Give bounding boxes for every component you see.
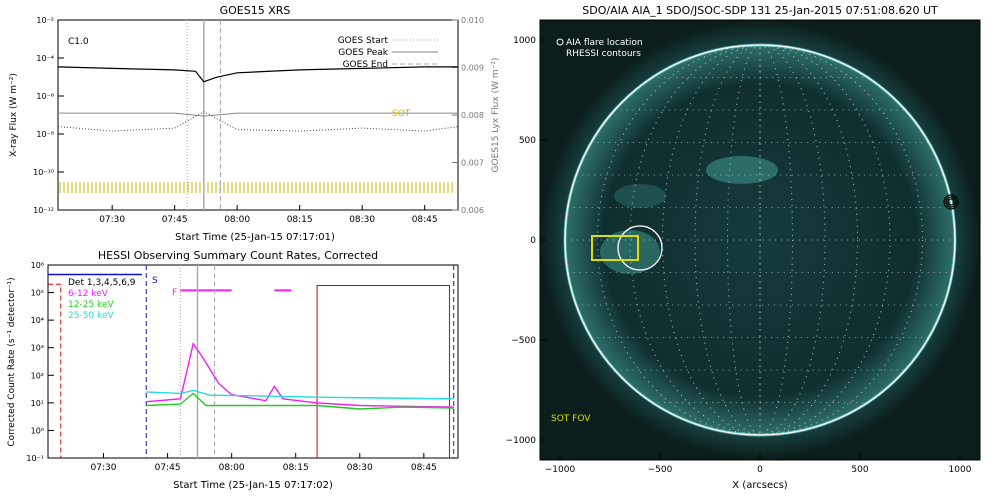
goes-title: GOES15 XRS xyxy=(220,4,291,17)
aia-sot-fov-label: SOT FOV xyxy=(551,414,591,424)
aia-grid-meridian xyxy=(694,44,826,436)
aia-y-tick-label: 0 xyxy=(530,236,536,246)
goes-y-tick-label: 10⁻⁸ xyxy=(36,130,54,139)
aia-x-tick-label: 0 xyxy=(757,465,763,475)
goes-y2-tick-label: 0.006 xyxy=(461,206,484,215)
aia-y-tick-label: 500 xyxy=(519,136,536,146)
aia-grid-meridian xyxy=(661,44,859,436)
hessi-x-tick-label: 08:15 xyxy=(283,463,309,473)
aia-grid-meridian xyxy=(596,44,924,436)
goes-legend-label: GOES End xyxy=(343,60,388,70)
goes-x-axis-label: Start Time (25-Jan-15 07:17:01) xyxy=(175,232,335,243)
hessi-title: HESSI Observing Summary Count Rates, Cor… xyxy=(98,249,378,262)
hessi-attenuator-early xyxy=(48,283,62,458)
aia-grid-meridian xyxy=(596,44,924,436)
hessi-f-flag: F xyxy=(172,288,177,298)
goes-x-tick-label: 08:15 xyxy=(287,215,313,225)
goes-x-tick-label: 07:45 xyxy=(162,215,188,225)
hessi-legend-label: Det 1,3,4,5,6,9 xyxy=(68,278,136,288)
aia-y-tick-label: −500 xyxy=(511,336,536,346)
hessi-y-tick-label: 10² xyxy=(31,371,44,380)
aia-x-tick-label: 500 xyxy=(851,465,868,475)
aia-x-axis-label: X (arcsecs) xyxy=(732,480,788,491)
hessi-y-tick-label: 10⁵ xyxy=(31,289,44,298)
aia-rhessi-contour xyxy=(943,194,959,210)
goes-x-tick-label: 08:30 xyxy=(349,215,375,225)
hessi-plot-frame xyxy=(47,264,459,459)
goes-series-1-line xyxy=(58,112,458,117)
hessi-x-tick-label: 07:30 xyxy=(91,463,117,473)
goes-y-axis-label: X-ray Flux (W m⁻²) xyxy=(9,73,19,157)
aia-limb-outline xyxy=(564,44,956,436)
goes-sot-label: SOT xyxy=(392,109,411,119)
hessi-y-tick-label: 10⁴ xyxy=(31,316,44,325)
aia-rhessi-contour xyxy=(945,196,957,208)
aia-corona xyxy=(541,21,979,459)
hessi-y-tick-label: 10¹ xyxy=(31,399,44,408)
aia-grid-meridian xyxy=(661,44,859,436)
aia-limb-glow xyxy=(563,43,957,437)
goes-legend-label: GOES Peak xyxy=(338,48,388,58)
hessi-y-tick-label: 10³ xyxy=(31,344,44,353)
aia-y-tick-label: 1000 xyxy=(513,36,536,46)
hessi-legend-label: 6-12 keV xyxy=(68,289,109,299)
goes-y-tick-label: 10⁻⁶ xyxy=(36,92,54,101)
aia-grid-meridian xyxy=(629,44,891,436)
hessi-legend-label: 12-25 keV xyxy=(68,300,114,310)
hessi-x-axis-label: Start Time (25-Jan-15 07:17:02) xyxy=(173,480,333,491)
hessi-s-flag: S xyxy=(152,276,158,286)
aia-x-tick-label: −500 xyxy=(648,465,673,475)
aia-grid-meridian xyxy=(629,44,891,436)
aia-solar-disk xyxy=(565,45,955,435)
goes-y2-tick-label: 0.009 xyxy=(461,64,484,73)
aia-grid-meridian xyxy=(726,44,794,436)
hessi-y-tick-label: 10⁻¹ xyxy=(26,454,44,463)
aia-heliographic-grid xyxy=(565,44,955,436)
goes-series-0-line xyxy=(57,66,458,83)
aia-rhessi-contour xyxy=(947,198,955,206)
goes-y-tick-label: 10⁻⁴ xyxy=(36,54,54,63)
hessi-y-tick-label: 10⁶ xyxy=(31,261,44,270)
hessi-x-tick-label: 07:45 xyxy=(155,463,181,473)
goes-y2-axis-label: GOES15 Lyx Flux (W m⁻²) xyxy=(491,58,500,173)
hessi-series-1-line xyxy=(146,342,454,408)
goes-class-label: C1.0 xyxy=(68,37,89,47)
aia-x-tick-label: −1000 xyxy=(545,465,576,475)
hessi-legend-label: 25-50 keV xyxy=(68,311,114,321)
aia-grid-meridian xyxy=(726,44,794,436)
hessi-x-tick-label: 08:30 xyxy=(347,463,373,473)
aia-x-tick-label: 1000 xyxy=(949,465,972,475)
goes-x-tick-label: 08:45 xyxy=(412,215,438,225)
aia-legend-rhessi: RHESSI contours xyxy=(566,49,641,59)
hessi-y-axis-label: Corrected Count Rate (s⁻¹ detector⁻¹) xyxy=(7,277,17,446)
aia-active-region xyxy=(600,230,660,274)
aia-grid-meridian xyxy=(694,44,826,436)
aia-flare-circle xyxy=(617,225,663,271)
aia-title: SDO/AIA AIA_1 SDO/JSOC-SDP 131 25-Jan-20… xyxy=(582,4,938,17)
aia-active-region xyxy=(706,156,778,184)
goes-x-tick-label: 08:00 xyxy=(224,215,250,225)
goes-y2-tick-label: 0.007 xyxy=(461,159,484,168)
goes-y2-tick-label: 0.010 xyxy=(461,16,484,25)
aia-image-frame xyxy=(539,19,981,461)
hessi-x-tick-label: 08:00 xyxy=(219,463,245,473)
aia-legend-circle-icon xyxy=(556,38,564,46)
hessi-series-3-line xyxy=(146,389,454,400)
goes-x-tick-label: 07:30 xyxy=(99,215,125,225)
goes-y2-tick-label: 0.008 xyxy=(461,111,484,120)
aia-legend-flare: AIA flare location xyxy=(566,38,643,48)
goes-y-tick-label: 10⁻¹⁰ xyxy=(33,168,54,177)
hessi-series-2-line xyxy=(146,392,454,410)
hessi-attenuator-late xyxy=(316,285,450,458)
aia-y-tick-label: −1000 xyxy=(506,436,537,446)
goes-xrs-chart: GOES15 XRS 07:30 07:45 08:00 08:15 08:30 08:4… xyxy=(9,4,500,243)
goes-legend-label: GOES Start xyxy=(338,36,389,46)
goes-y-tick-label: 10⁻¹² xyxy=(33,206,54,215)
aia-active-region xyxy=(614,184,666,208)
hessi-x-tick-label: 08:45 xyxy=(411,463,437,473)
aia-sot-fov-box xyxy=(591,235,639,261)
hessi-y-tick-label: 10⁰ xyxy=(31,426,44,435)
goes-y-tick-label: 10⁻² xyxy=(36,16,54,25)
